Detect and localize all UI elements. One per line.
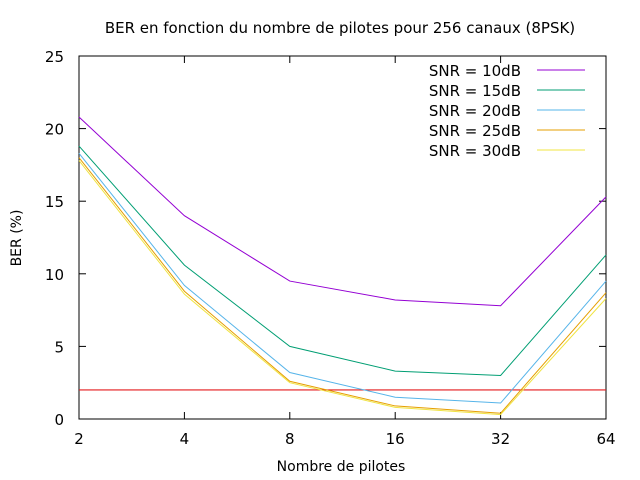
y-tick-label: 10 [45, 266, 64, 284]
y-tick-label: 20 [45, 121, 64, 139]
y-tick-label: 25 [45, 48, 64, 66]
legend-label-3: SNR = 20dB [429, 102, 521, 120]
legend-label-2: SNR = 15dB [429, 82, 521, 100]
legend-label-1: SNR = 10dB [429, 62, 521, 80]
chart-title: BER en fonction du nombre de pilotes pou… [105, 19, 575, 37]
x-tick-label: 64 [596, 430, 615, 448]
y-tick-label: 0 [54, 411, 64, 429]
plot-area: 0 5 10 15 20 25 2 4 8 16 32 64 [45, 48, 616, 448]
y-tick-label: 5 [54, 338, 64, 356]
series-line-3 [78, 152, 607, 404]
y-axis-label: BER (%) [9, 210, 25, 267]
x-tick-label: 2 [74, 430, 84, 448]
series-line-2 [78, 145, 607, 376]
legend-label-4: SNR = 25dB [429, 122, 521, 140]
y-tick-label: 15 [45, 193, 64, 211]
legend-label-5: SNR = 30dB [429, 142, 521, 160]
series-line-5 [78, 160, 607, 416]
x-axis-label: Nombre de pilotes [277, 459, 406, 475]
legend: SNR = 10dB SNR = 15dB SNR = 20dB SNR = 25dB… [429, 62, 585, 160]
x-tick-label: 8 [285, 430, 295, 448]
x-tick-label: 4 [180, 430, 190, 448]
series-line-1 [78, 116, 607, 307]
series-line-4 [78, 157, 607, 414]
x-tick-label: 32 [491, 430, 510, 448]
x-tick-label: 16 [386, 430, 405, 448]
plot-frame [78, 55, 607, 420]
